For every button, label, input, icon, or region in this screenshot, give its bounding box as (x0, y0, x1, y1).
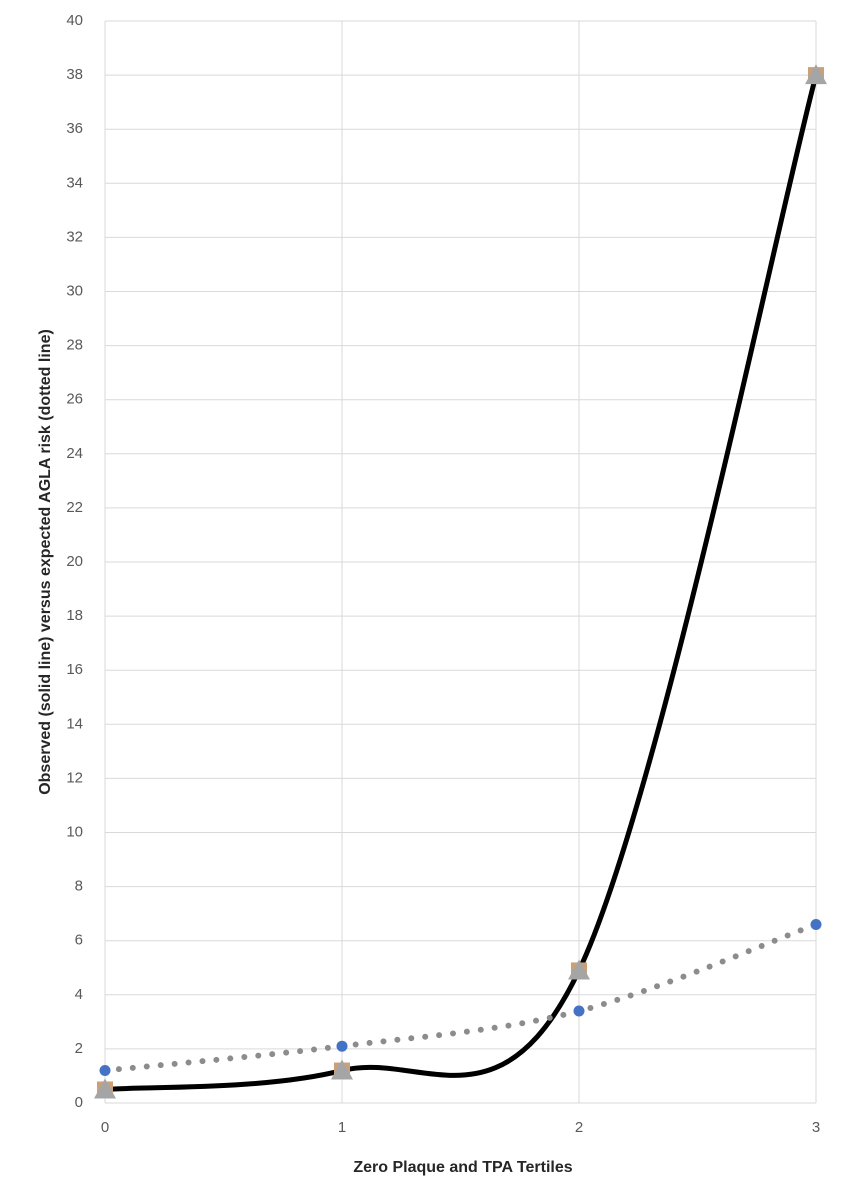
y-tick-label: 36 (66, 120, 83, 137)
point-marker (99, 1065, 111, 1077)
y-tick-label: 12 (66, 769, 83, 786)
series-line (102, 921, 819, 1074)
y-tick-label: 28 (66, 337, 83, 354)
y-tick-label: 6 (75, 932, 83, 949)
y-tick-label: 22 (66, 499, 83, 516)
y-tick-label: 34 (66, 174, 83, 191)
y-tick-label: 24 (66, 445, 83, 462)
y-tick-label: 18 (66, 607, 83, 624)
y-tick-label: 30 (66, 282, 83, 299)
point-marker (810, 918, 822, 930)
point-marker (573, 1005, 585, 1017)
y-tick-label: 32 (66, 228, 83, 245)
triangle-marker (331, 1059, 353, 1080)
y-tick-label: 16 (66, 661, 83, 678)
y-tick-label: 40 (66, 12, 83, 29)
y-tick-label: 10 (66, 823, 83, 840)
point-marker (336, 1040, 348, 1052)
y-axis-title: Observed (solid line) versus expected AG… (37, 329, 54, 795)
y-tick-label: 20 (66, 553, 83, 570)
triangle-marker (805, 64, 827, 85)
x-tick-label: 1 (338, 1119, 346, 1136)
series-line (102, 72, 819, 1092)
triangle-marker (568, 959, 590, 980)
y-tick-label: 14 (66, 715, 83, 732)
y-tick-label: 2 (75, 1040, 83, 1057)
x-tick-label: 3 (812, 1119, 820, 1136)
y-tick-label: 26 (66, 391, 83, 408)
triangle-marker (94, 1078, 116, 1099)
x-tick-label: 2 (575, 1119, 583, 1136)
y-tick-label: 8 (75, 878, 83, 895)
y-tick-label: 38 (66, 66, 83, 83)
y-tick-label: 4 (75, 986, 83, 1003)
x-axis-title: Zero Plaque and TPA Tertiles (353, 1159, 572, 1176)
y-tick-label: 0 (75, 1094, 83, 1111)
x-tick-label: 0 (101, 1119, 109, 1136)
